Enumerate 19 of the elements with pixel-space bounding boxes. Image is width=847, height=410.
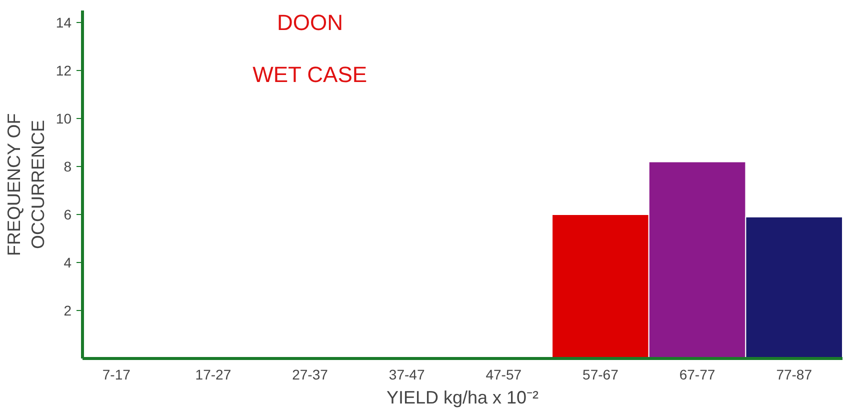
text: WET CASE — [252, 62, 368, 88]
y-tick-label: 12 — [56, 62, 72, 78]
x-tick-label: 67-77 — [679, 366, 716, 382]
x-tick-label: 57-67 — [582, 366, 619, 382]
y-tick-label: 6 — [64, 206, 72, 222]
y-tick-label: 2 — [64, 302, 72, 318]
x-tick-label: 77-87 — [776, 366, 812, 382]
y-axis-title: FREQUENCY OF OCCURRENCE — [4, 113, 48, 256]
x-tick-label: 37-47 — [388, 366, 425, 382]
x-tick-label: 7-17 — [102, 366, 131, 382]
x-tick-label: 47-57 — [486, 366, 522, 382]
y-tick-label: 10 — [56, 110, 72, 126]
x-tick-label: 17-27 — [195, 366, 232, 382]
y-tick-label: 14 — [56, 14, 72, 30]
x-axis-title: YIELD kg/ha x 10⁻² — [386, 388, 539, 408]
x-tick-label: 27-37 — [292, 366, 328, 382]
y-tick-label: 4 — [64, 254, 72, 270]
y-tick-label: 8 — [64, 158, 72, 174]
chart-title: DOON — [277, 10, 344, 35]
